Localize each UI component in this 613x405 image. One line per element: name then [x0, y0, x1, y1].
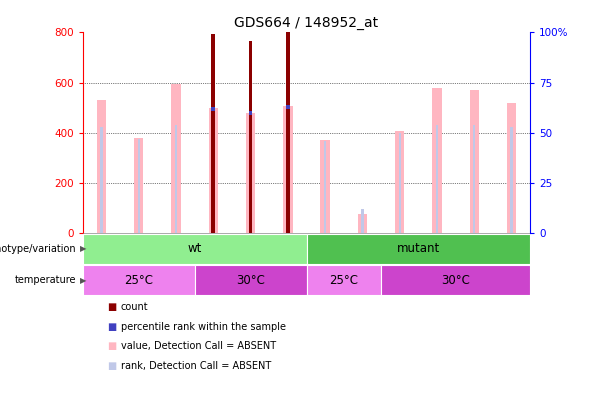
Bar: [381, 265, 530, 295]
Bar: [211, 107, 215, 111]
Text: value, Detection Call = ABSENT: value, Detection Call = ABSENT: [121, 341, 276, 351]
Text: ▶: ▶: [80, 244, 86, 254]
Bar: [137, 139, 140, 233]
Bar: [249, 113, 252, 233]
Bar: [171, 84, 181, 233]
Bar: [321, 140, 330, 233]
Bar: [283, 107, 292, 233]
Bar: [507, 102, 516, 233]
Text: genotype/variation: genotype/variation: [0, 244, 77, 254]
Bar: [286, 32, 290, 233]
Bar: [175, 125, 177, 233]
Bar: [324, 141, 326, 233]
Bar: [249, 111, 253, 115]
Text: ■: ■: [107, 361, 116, 371]
Bar: [432, 87, 442, 233]
Bar: [358, 214, 367, 233]
Bar: [246, 113, 255, 233]
Bar: [83, 265, 195, 295]
Text: mutant: mutant: [397, 242, 440, 256]
Title: GDS664 / 148952_at: GDS664 / 148952_at: [234, 16, 379, 30]
Bar: [208, 108, 218, 233]
Text: ▶: ▶: [80, 275, 86, 285]
Text: rank, Detection Call = ABSENT: rank, Detection Call = ABSENT: [121, 361, 271, 371]
Bar: [286, 104, 290, 109]
Text: 30°C: 30°C: [236, 273, 265, 287]
Text: ■: ■: [107, 322, 116, 332]
Bar: [195, 265, 306, 295]
Text: count: count: [121, 303, 148, 312]
Text: 25°C: 25°C: [124, 273, 153, 287]
Bar: [101, 127, 102, 233]
Text: 30°C: 30°C: [441, 273, 470, 287]
Text: temperature: temperature: [15, 275, 77, 285]
Bar: [306, 234, 530, 264]
Bar: [306, 265, 381, 295]
Bar: [395, 131, 405, 233]
Text: wt: wt: [188, 242, 202, 256]
Bar: [511, 127, 512, 233]
Bar: [436, 125, 438, 233]
Bar: [97, 100, 106, 233]
Bar: [470, 90, 479, 233]
Bar: [83, 234, 306, 264]
Text: ■: ■: [107, 341, 116, 351]
Text: ■: ■: [107, 303, 116, 312]
Bar: [249, 41, 253, 233]
Bar: [287, 107, 289, 233]
Bar: [361, 209, 364, 233]
Bar: [134, 138, 143, 233]
Bar: [398, 133, 401, 233]
Bar: [211, 34, 215, 233]
Bar: [212, 109, 215, 233]
Text: percentile rank within the sample: percentile rank within the sample: [121, 322, 286, 332]
Text: 25°C: 25°C: [329, 273, 358, 287]
Bar: [473, 125, 476, 233]
